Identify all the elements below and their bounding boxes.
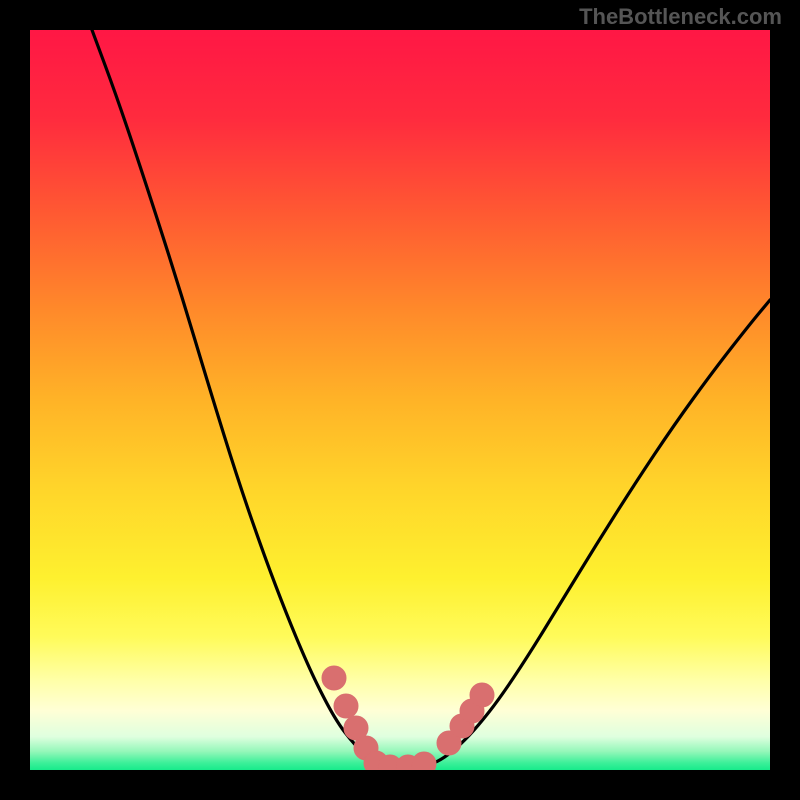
curve-marker bbox=[334, 694, 358, 718]
curve-marker bbox=[412, 752, 436, 770]
plot-area bbox=[30, 30, 770, 770]
curve-layer bbox=[30, 30, 770, 770]
chart-canvas: TheBottleneck.com bbox=[0, 0, 800, 800]
bottleneck-curve bbox=[92, 30, 770, 768]
curve-marker bbox=[322, 666, 346, 690]
watermark-text: TheBottleneck.com bbox=[579, 4, 782, 30]
curve-marker bbox=[470, 683, 494, 707]
